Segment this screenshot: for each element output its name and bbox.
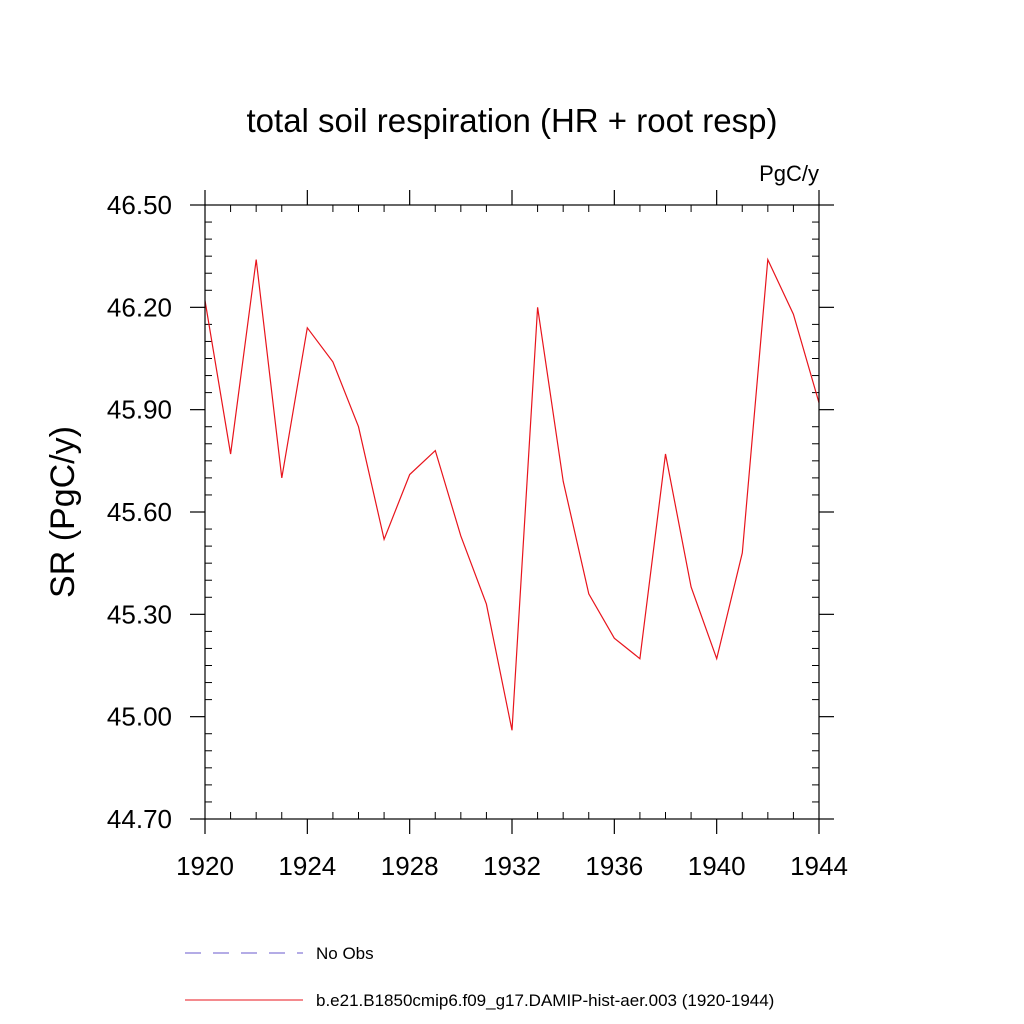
plot-frame — [204, 204, 820, 820]
y-axis-label: SR (PgC/y) — [44, 426, 82, 598]
y-tick-label: 45.00 — [107, 702, 172, 732]
x-tick-label: 1944 — [790, 851, 848, 881]
y-tick-label: 45.30 — [107, 599, 172, 629]
x-tick-label: 1940 — [688, 851, 746, 881]
legend-label: No Obs — [316, 944, 374, 963]
y-tick-label: 44.70 — [107, 804, 172, 834]
x-tick-label: 1936 — [585, 851, 643, 881]
x-tick-label: 1920 — [176, 851, 234, 881]
y-tick-label: 46.20 — [107, 292, 172, 322]
chart-title: total soil respiration (HR + root resp) — [247, 102, 778, 139]
legend: No Obs b.e21.B1850cmip6.f09_g17.DAMIP-his… — [185, 944, 774, 1010]
x-tick-label: 1928 — [381, 851, 439, 881]
x-tick-label: 1932 — [483, 851, 541, 881]
units-label: PgC/y — [759, 161, 819, 186]
series-line — [204, 257, 820, 731]
series-layer — [204, 257, 820, 731]
legend-label: b.e21.B1850cmip6.f09_g17.DAMIP-hist-aer.… — [316, 991, 774, 1010]
x-tick-label: 1924 — [278, 851, 336, 881]
y-tick-label: 46.50 — [107, 190, 172, 220]
y-axis: 44.70 45.00 45.30 45.60 45.90 46.20 46.50 — [107, 190, 834, 834]
y-minor-ticks — [205, 221, 819, 803]
y-tick-label: 45.90 — [107, 395, 172, 425]
y-tick-label: 45.60 — [107, 497, 172, 527]
x-minor-ticks — [230, 205, 794, 819]
x-axis: 1920 1924 1928 1932 1936 1940 1944 — [176, 190, 848, 881]
